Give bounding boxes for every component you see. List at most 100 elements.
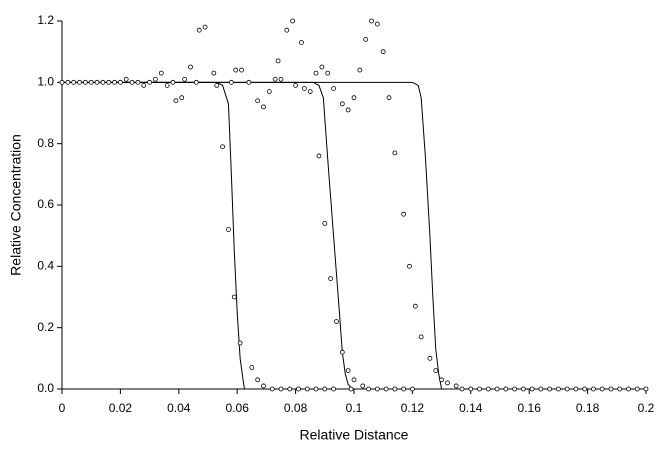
data-point [82,79,88,85]
data-point [412,303,418,309]
data-point [512,386,517,392]
data-point [617,386,623,392]
data-point [255,377,261,383]
data-point [278,76,284,82]
data-point [118,79,123,85]
data-point [233,67,239,73]
data-point [547,386,553,392]
data-point [239,67,244,73]
data-point [135,79,141,85]
data-point [246,79,252,85]
y-tick-label: 0.0 [37,381,54,395]
data-point [401,386,407,392]
data-point [564,386,570,392]
data-point [316,153,322,159]
y-tick-label: 0.2 [37,320,54,334]
data-point [94,79,100,85]
data-point [196,27,202,33]
data-point [409,386,415,392]
data-point [599,386,605,392]
data-point [214,83,220,88]
data-point [164,83,170,88]
data-point [433,368,439,374]
data-point [158,70,164,76]
data-point [231,294,237,300]
data-point [88,79,94,85]
data-point [331,386,336,392]
data-point [494,386,500,392]
x-tick-label: 0.1 [346,401,363,415]
data-point [331,86,336,91]
data-point [348,386,354,392]
data-point [301,86,307,91]
data-point [77,79,82,85]
data-point [383,386,389,392]
data-point [520,386,526,392]
data-point [123,76,129,82]
x-tick-label: 0.04 [167,401,191,415]
data-point [339,101,345,107]
data-point [485,386,491,392]
data-point [366,386,372,392]
data-point [261,383,266,389]
data-point [503,386,509,392]
data-point [643,386,649,392]
data-point [290,18,296,24]
data-point [427,355,433,361]
data-point [401,211,407,217]
data-point [386,95,392,101]
curve [62,81,646,390]
x-tick-label: 0.06 [226,401,250,415]
data-point [65,79,71,85]
y-tick-label: 0.6 [37,197,54,211]
y-axis-label: Relative Concentration [8,134,24,276]
data-point [261,104,266,110]
data-point [100,79,106,85]
data-point [173,98,179,104]
data-point [351,377,357,383]
data-point [188,64,193,70]
data-point [272,76,278,82]
data-point [313,386,319,392]
data-point [634,386,640,392]
data-point [287,386,293,392]
x-tick-label: 0.16 [518,401,542,415]
x-axis-label: Relative Distance [300,427,409,443]
data-point [477,386,482,392]
data-point [71,79,77,85]
data-point [626,386,631,392]
data-point [357,67,363,73]
data-point [275,58,281,64]
curve [62,81,646,390]
data-point [334,319,339,324]
data-point [392,150,398,156]
data-point [293,83,299,88]
data-point [407,263,412,269]
x-tick-label: 0.14 [459,401,483,415]
data-point [608,386,614,392]
x-tick-label: 0 [59,401,66,415]
data-point [418,334,424,340]
data-point [296,386,301,392]
data-point [345,107,351,113]
data-point [453,383,459,389]
data-point [129,79,135,85]
data-point [304,386,310,392]
data-point [237,340,243,346]
data-point [319,64,325,70]
data-point [369,18,374,24]
data-point [322,220,328,226]
data-point [228,79,234,85]
data-point [106,79,112,85]
data-point [226,227,231,232]
y-tick-label: 0.8 [37,136,54,150]
data-point [59,79,65,85]
data-point [529,386,535,392]
x-tick-label: 0.02 [109,401,133,415]
data-point [325,70,331,76]
data-point [439,377,445,383]
data-point [278,386,284,392]
data-point [255,98,261,104]
data-point [445,380,450,386]
data-point [284,27,290,33]
